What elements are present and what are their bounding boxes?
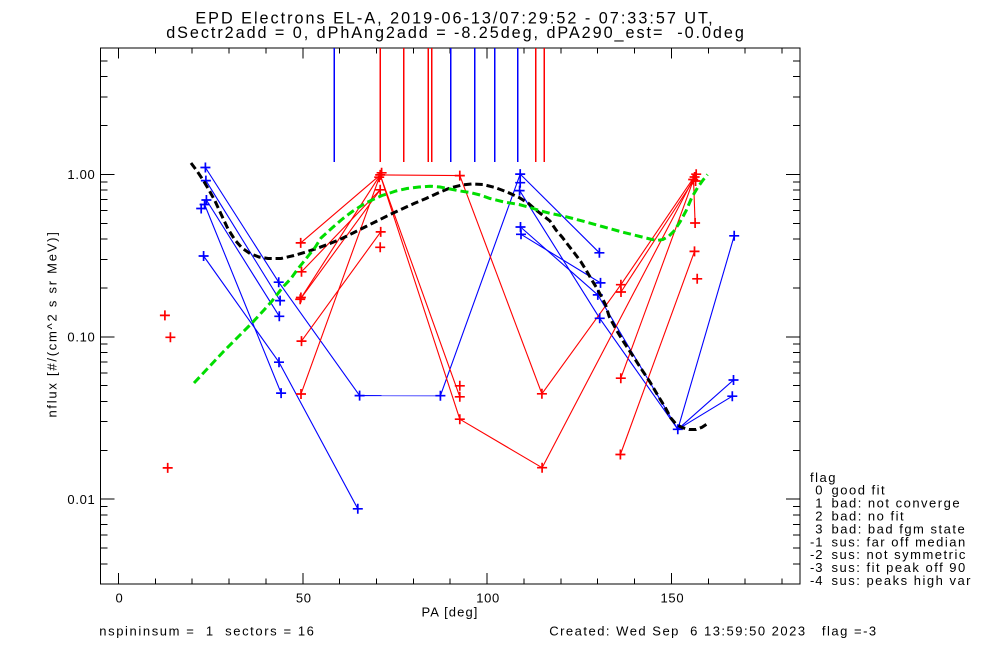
svg-text:bad: not converge: bad: not converge [832,496,962,511]
svg-text:bad: bad fgm state: bad: bad fgm state [832,521,967,536]
svg-text:1: 1 [815,496,823,511]
svg-text:EPD Electrons EL-A, 2019-06-13: EPD Electrons EL-A, 2019-06-13/07:29:52 … [195,9,714,27]
svg-text:2: 2 [815,509,823,524]
svg-text:flag: flag [810,470,837,485]
svg-text:nspininsum = 1 sectors = 16: nspininsum = 1 sectors = 16 [99,624,315,639]
svg-text:dSectr2add = 0, dPhAng2add = -: dSectr2add = 0, dPhAng2add = -8.25deg, d… [166,24,746,42]
svg-text:150: 150 [661,591,685,606]
svg-text:Created: Wed Sep 6 13:59:50 2: Created: Wed Sep 6 13:59:50 2023 flag =-… [549,624,877,639]
svg-text:100: 100 [476,591,500,606]
svg-text:0: 0 [815,483,823,498]
svg-text:sus: not symmetric: sus: not symmetric [832,547,967,562]
svg-text:good fit: good fit [832,483,887,498]
svg-text:sus: fit peak off 90: sus: fit peak off 90 [832,560,967,575]
svg-text:1.00: 1.00 [67,167,95,182]
svg-text:PA [deg]: PA [deg] [422,605,479,620]
svg-text:nflux [#/(cm^2 s sr MeV)]: nflux [#/(cm^2 s sr MeV)] [45,230,60,417]
svg-text:-3: -3 [810,560,824,575]
svg-text:0.01: 0.01 [67,492,95,507]
svg-text:sus: peaks high var: sus: peaks high var [832,573,973,588]
svg-text:50: 50 [296,591,312,606]
svg-text:-2: -2 [810,547,824,562]
svg-text:0.10: 0.10 [67,330,95,345]
svg-text:-4: -4 [810,573,824,588]
svg-text:-1: -1 [810,534,824,549]
svg-text:3: 3 [815,521,823,536]
svg-text:bad: no fit: bad: no fit [832,509,906,524]
svg-text:0: 0 [116,591,124,606]
svg-text:sus: far off median: sus: far off median [832,534,967,549]
